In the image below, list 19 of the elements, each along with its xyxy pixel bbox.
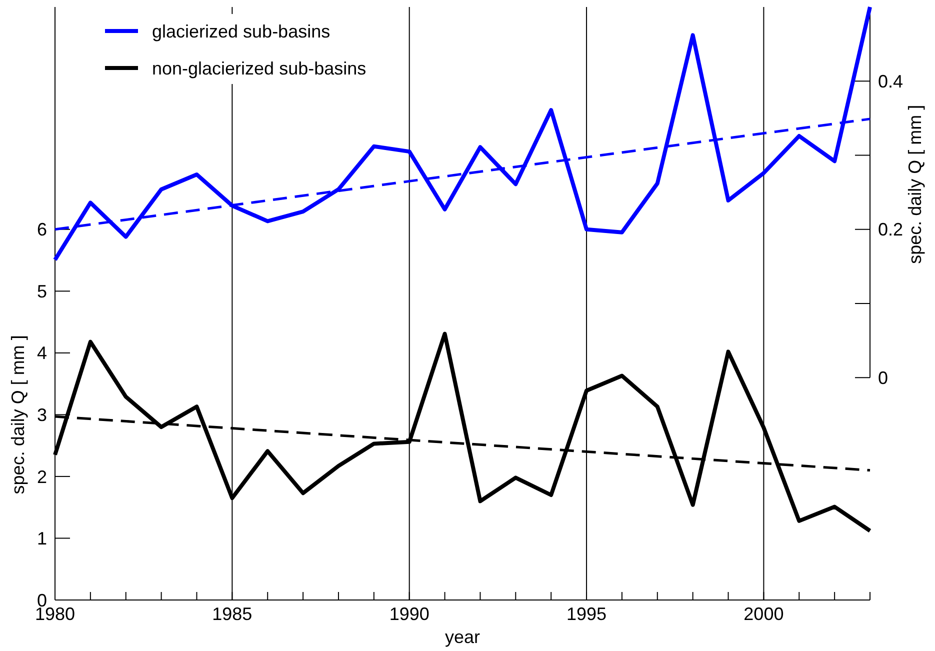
legend-label: glacierized sub-basins — [152, 21, 330, 42]
x-tick-label: 1985 — [212, 604, 252, 624]
x-tick-label: 2000 — [744, 604, 784, 624]
y-tick-label: 6 — [36, 220, 47, 240]
x-tick-label: 1995 — [566, 604, 607, 624]
y2-tick-label: 0.2 — [878, 220, 904, 240]
y2-tick-label: 0 — [878, 368, 888, 388]
line-series — [53, 5, 872, 262]
y2-tick-label: 0.4 — [878, 71, 904, 92]
y-tick-label: 4 — [36, 343, 47, 364]
x-axis-title: year — [444, 627, 480, 647]
y-tick-label: 1 — [36, 528, 47, 549]
x-tick-label: 1990 — [389, 604, 430, 624]
y-tick-label: 2 — [36, 466, 47, 487]
y-tick-label: 5 — [36, 281, 47, 302]
y-tick-label: 3 — [36, 404, 47, 425]
legend-label: non-glacierized sub-basins — [152, 58, 366, 78]
y-axis-title: spec. daily Q [ mm ] — [8, 335, 28, 494]
y2-axis-title: spec. daily Q [ mm ] — [905, 104, 925, 264]
